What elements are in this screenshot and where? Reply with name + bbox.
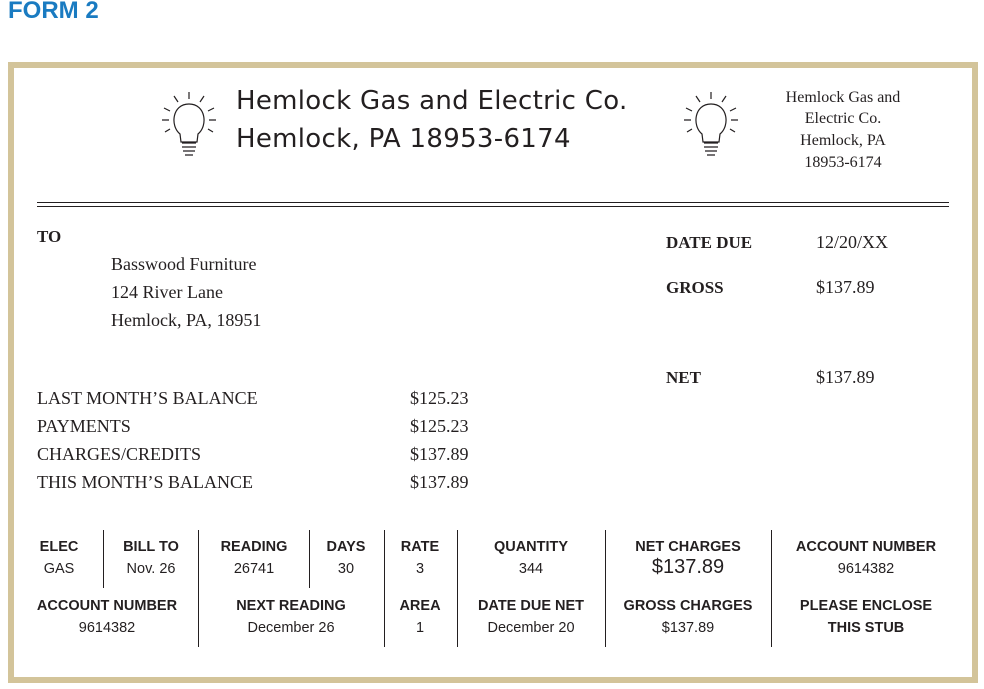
stub-value: $137.89 — [661, 620, 715, 636]
company-address-line: 18953-6174 — [804, 154, 882, 171]
recipient-name: Basswood Furniture — [111, 254, 257, 274]
recipient-city: Hemlock, PA, 18951 — [111, 310, 262, 330]
balance-value: $137.89 — [410, 472, 469, 492]
stub-value: 9614382 — [78, 620, 136, 636]
net-value: $137.89 — [816, 367, 875, 387]
stub-value: 30 — [337, 561, 355, 577]
stub-value: December 20 — [487, 620, 575, 636]
stub-header: NET CHARGES — [635, 539, 741, 555]
column-divider — [198, 530, 199, 647]
stub-value: 26741 — [233, 561, 275, 577]
light-bulb-icon — [162, 92, 216, 156]
balance-label: CHARGES/CREDITS — [37, 444, 202, 464]
stub-header: ELEC — [39, 539, 79, 555]
stub-header: PLEASE ENCLOSE — [799, 598, 933, 614]
bill-frame — [8, 62, 978, 683]
gross-label: GROSS — [666, 278, 724, 297]
company-address-line: Electric Co. — [804, 110, 882, 127]
stub-value: GAS — [43, 561, 75, 577]
gross-value: $137.89 — [816, 277, 875, 297]
column-divider — [771, 530, 772, 647]
balance-value: $125.23 — [410, 388, 469, 408]
column-divider — [605, 530, 606, 647]
recipient-street: 124 River Lane — [111, 282, 223, 302]
stub-header: DAYS — [326, 539, 366, 555]
column-divider — [309, 530, 310, 588]
stub-value: 344 — [518, 561, 544, 577]
stub-header: ACCOUNT NUMBER — [795, 539, 937, 555]
company-address-line: Hemlock, PA — [800, 132, 886, 149]
stub-header: GROSS CHARGES — [623, 598, 753, 614]
stub-header: NEXT READING — [236, 598, 346, 614]
column-divider — [103, 530, 104, 588]
balance-label: PAYMENTS — [37, 416, 131, 436]
column-divider — [457, 530, 458, 647]
stub-header: DATE DUE NET — [477, 598, 585, 614]
stub-value: Nov. 26 — [126, 561, 176, 577]
light-bulb-icon — [684, 92, 738, 156]
stub-header: RATE — [400, 539, 440, 555]
stub-value: 3 — [415, 561, 425, 577]
date-due-label: DATE DUE — [666, 233, 753, 252]
net-label: NET — [666, 368, 701, 387]
stub-value: 1 — [415, 620, 425, 636]
company-city: Hemlock, PA 18953-6174 — [236, 124, 571, 154]
stub-header: BILL TO — [123, 539, 179, 555]
divider — [37, 206, 949, 207]
divider — [37, 202, 949, 203]
stub-value: December 26 — [247, 620, 335, 636]
stub-header: ACCOUNT NUMBER — [36, 598, 178, 614]
column-divider — [384, 530, 385, 647]
balance-value: $125.23 — [410, 416, 469, 436]
company-address-line: Hemlock Gas and — [785, 89, 901, 106]
stub-header: AREA — [399, 598, 441, 614]
balance-value: $137.89 — [410, 444, 469, 464]
stub-header: THIS STUB — [827, 620, 905, 636]
stub-value: 9614382 — [837, 561, 895, 577]
net-charges-value: $137.89 — [651, 556, 725, 578]
date-due-value: 12/20/XX — [816, 232, 888, 252]
stub-header: QUANTITY — [493, 539, 569, 555]
balance-label: THIS MONTH’S BALANCE — [37, 472, 253, 492]
form-title: FORM 2 — [8, 0, 99, 24]
company-name: Hemlock Gas and Electric Co. — [236, 86, 628, 116]
stub-header: READING — [220, 539, 288, 555]
balance-label: LAST MONTH’S BALANCE — [37, 388, 258, 408]
to-label: TO — [37, 227, 62, 246]
